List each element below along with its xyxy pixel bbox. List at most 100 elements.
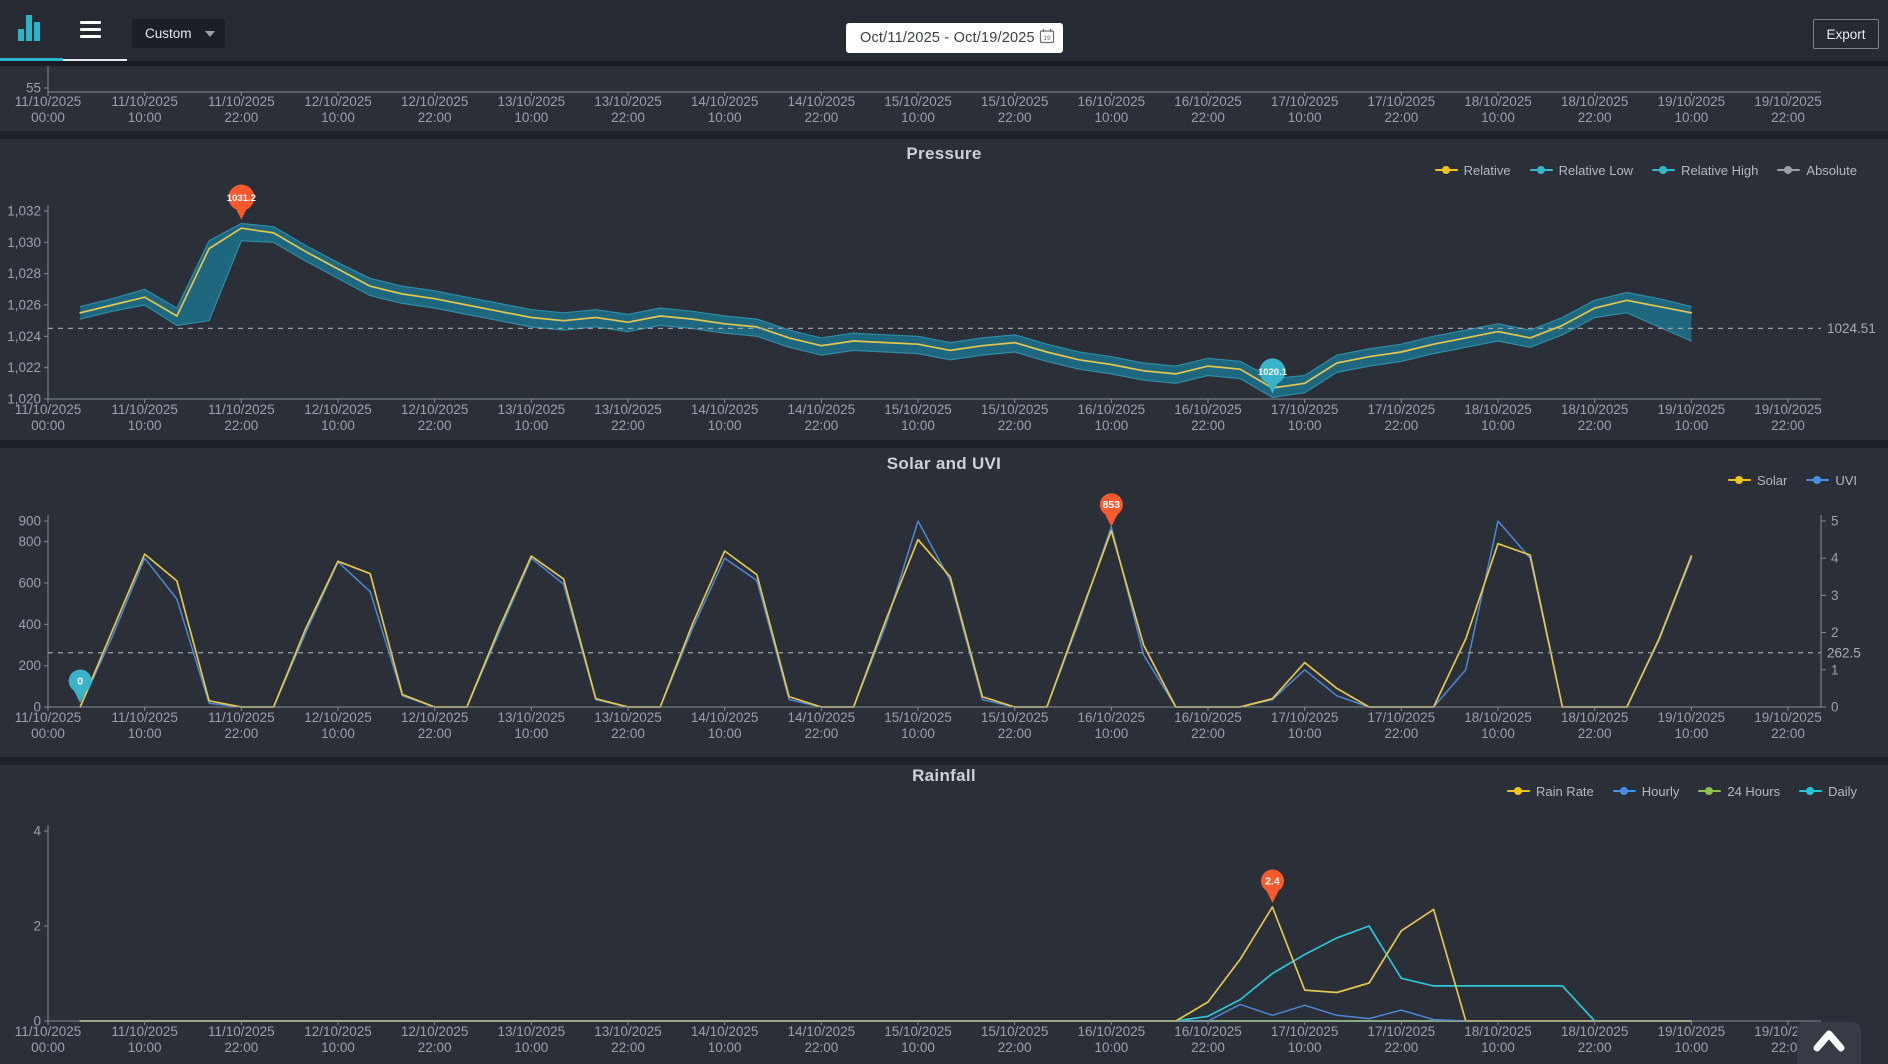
legend-item-daily[interactable]: Daily [1799,784,1857,799]
svg-text:0: 0 [77,676,83,688]
svg-text:4: 4 [1831,551,1839,566]
legend-item-uvi[interactable]: UVI [1806,473,1857,488]
section-divider [0,131,1888,139]
app-logo[interactable] [18,14,42,41]
svg-text:600: 600 [18,576,41,591]
legend-marker [1612,786,1636,796]
rainfall-chart[interactable]: 0 2 4 11/10/2025 00:00 11/10/2025 10:00 11/10/2… [15,824,1822,1056]
legend-item-relative-low[interactable]: Relative Low [1529,162,1634,178]
svg-text:4: 4 [33,824,41,839]
secondary-tab-underline [63,59,127,61]
svg-text:1,020: 1,020 [7,392,41,407]
topbar: Custom Oct/11/2025 - Oct/19/2025 19 Expo… [0,0,1888,61]
legend-marker [1727,475,1751,485]
range-select-dropdown[interactable]: Custom [132,19,225,48]
section-divider [0,757,1888,765]
legend-item-solar[interactable]: Solar [1727,472,1788,488]
pressure-chart[interactable]: 1024.51 1,020 1,022 1,024 1,026 1,028 1,030 1,0… [7,184,1876,433]
svg-text:200: 200 [18,658,41,673]
legend-label: Relative Low [1558,162,1634,178]
date-range-input[interactable]: Oct/11/2025 - Oct/19/2025 19 [846,23,1063,53]
legend-item-rain-rate[interactable]: Rain Rate [1506,784,1594,799]
legend-item-relative[interactable]: Relative [1434,163,1511,178]
legend-label: 24 Hours [1727,783,1781,799]
svg-text:1020.1: 1020.1 [1258,367,1288,378]
legend-item-absolute[interactable]: Absolute [1777,163,1857,178]
svg-text:0: 0 [33,1014,41,1029]
pressure-legend: Relative Relative Low Relative High Absolut… [1434,162,1857,178]
legend-label: Solar [1756,472,1788,488]
svg-text:3: 3 [1831,588,1839,603]
legend-item-hourly[interactable]: Hourly [1612,784,1679,799]
svg-text:2: 2 [33,919,41,934]
legend-marker [1434,165,1458,175]
legend-marker [1799,786,1823,796]
svg-text:1031.2: 1031.2 [227,193,256,204]
legend-item-24-hours[interactable]: 24 Hours [1698,784,1780,799]
rainfall-legend: Rain Rate Hourly 24 Hours Daily [1506,783,1857,799]
pressure-chart-title: Pressure [906,144,982,163]
hamburger-menu-icon[interactable] [80,21,102,42]
legend-marker [1806,475,1830,485]
svg-text:5: 5 [1831,514,1839,529]
svg-text:1,032: 1,032 [7,203,41,218]
svg-text:19: 19 [1043,35,1051,42]
legend-item-relative-high[interactable]: Relative High [1652,163,1758,178]
export-button[interactable]: Export [1813,19,1879,49]
section-divider [0,440,1888,448]
legend-label: Relative High [1681,162,1759,178]
scroll-to-top-button[interactable] [1797,1022,1861,1064]
solar-uvi-chart[interactable]: 262.5 0 200 400 600 800 900 0 1 2 3 4 5 11/10/2025 00:… [15,493,1861,741]
svg-text:1024.51: 1024.51 [1827,321,1876,336]
calendar-icon: 19 [1039,28,1055,49]
